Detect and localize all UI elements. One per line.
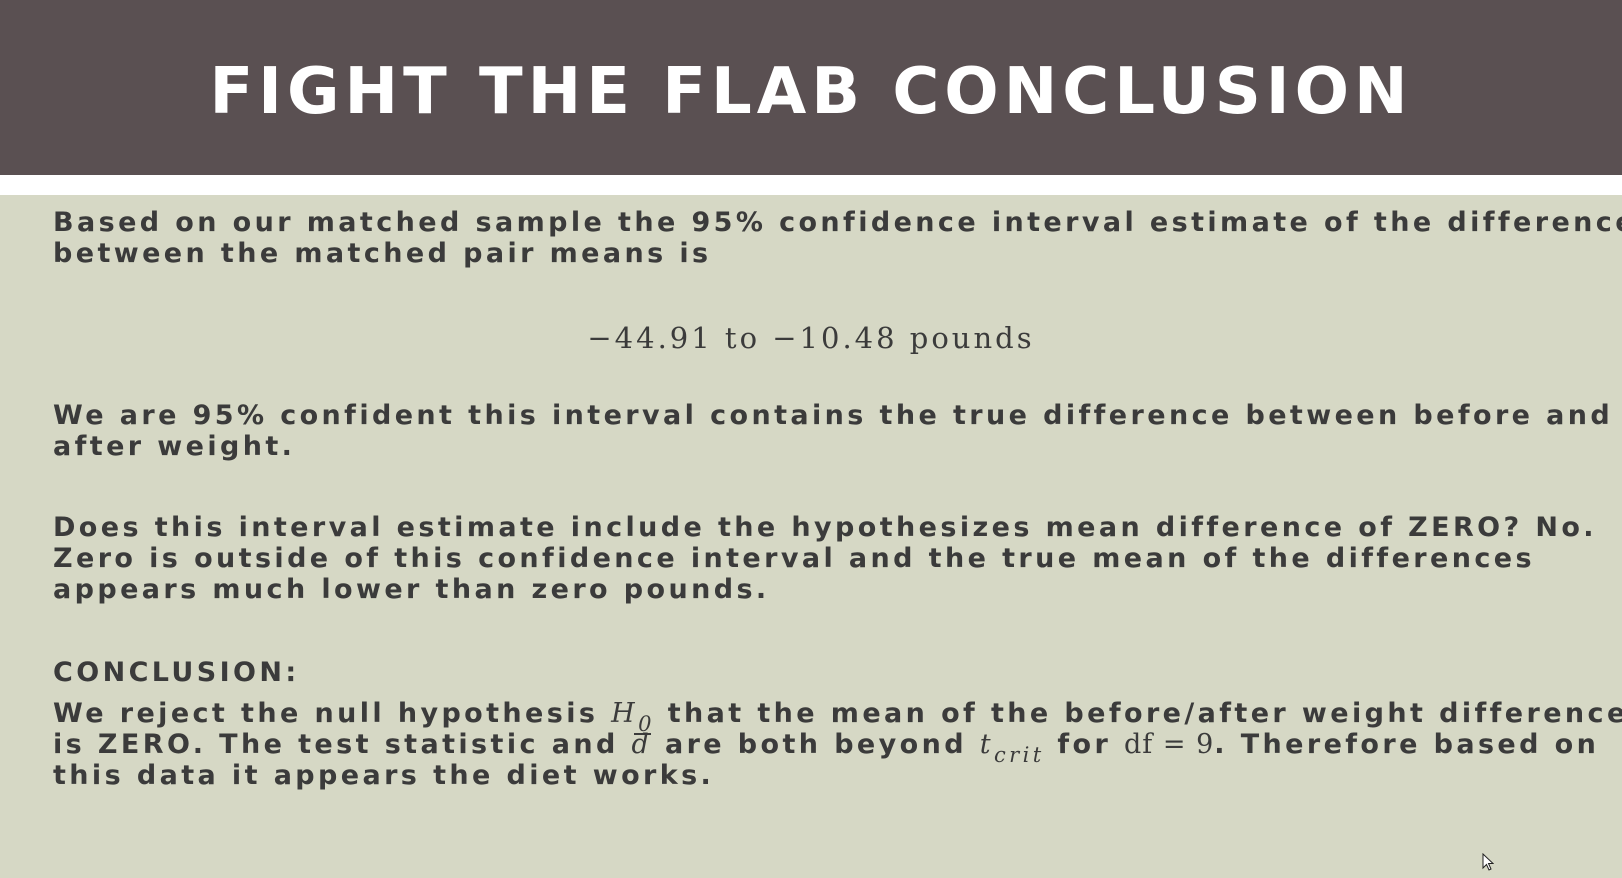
mouse-pointer-icon [1482,853,1494,871]
conclusion-line-1-text-a: We reject the null hypothesis [53,698,612,729]
slide-header: FIGHT THE FLAB CONCLUSION [0,0,1622,175]
paragraph-2-line-2: after weight. [53,431,296,462]
paragraph-1-line-1: Based on our matched sample the 95% conf… [53,207,1622,238]
conclusion-line-2: is ZERO. The test statistic and d are bo… [53,729,1596,767]
degrees-of-freedom: df = 9 [1124,729,1215,760]
paragraph-1-line-2: between the matched pair means is [53,238,712,269]
paragraph-2-line-1: We are 95% confident this interval conta… [53,400,1614,431]
conclusion-line-2-text-c: for [1044,729,1124,760]
conclusion-line-2-text-d: . Therefore based on [1214,729,1600,760]
conclusion-line-2-text-a: is ZERO. The test statistic and [53,729,632,760]
conclusion-line-3: this data it appears the diet works. [53,760,715,791]
paragraph-3-line-1: Does this interval estimate include the … [53,512,1597,543]
null-hypothesis-subscript: 0 [638,712,655,736]
conclusion-line-1-text-b: that the mean of the before/after weight… [654,698,1622,729]
conclusion-line-2-text-b: are both beyond [652,729,980,760]
t-crit-subscript: crit [994,743,1045,767]
conclusion-line-1: We reject the null hypothesis H0 that th… [53,698,1622,736]
null-hypothesis-symbol: H [611,698,639,729]
conclusion-heading: CONCLUSION: [53,657,300,688]
confidence-interval: −44.91 to −10.48 pounds [587,321,1035,355]
t-crit-symbol: t [979,729,995,760]
slide-content [0,195,1622,878]
paragraph-3-line-3: appears much lower than zero pounds. [53,574,770,605]
slide-title: FIGHT THE FLAB CONCLUSION [209,55,1413,129]
header-divider [0,175,1622,195]
paragraph-3-line-2: Zero is outside of this confidence inter… [53,543,1535,574]
d-bar-symbol: d [631,729,653,760]
